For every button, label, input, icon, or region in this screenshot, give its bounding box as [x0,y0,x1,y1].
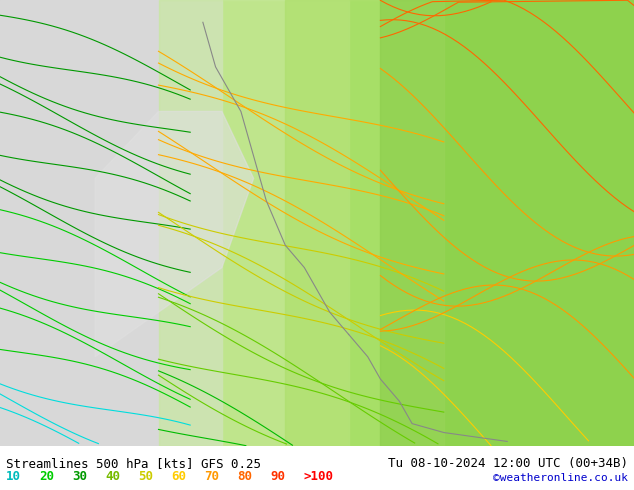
Text: >100: >100 [303,470,333,483]
Text: 20: 20 [39,470,55,483]
Bar [380,0,634,446]
Text: 50: 50 [138,470,153,483]
Bar [349,0,634,446]
Text: 30: 30 [72,470,87,483]
Bar [285,0,444,446]
Polygon shape [95,112,254,357]
Bar [178,0,634,446]
Bar [0,0,266,446]
Bar [0,0,222,446]
Bar [158,0,349,446]
Text: 60: 60 [171,470,186,483]
Text: 70: 70 [204,470,219,483]
Text: 40: 40 [105,470,120,483]
Text: ©weatheronline.co.uk: ©weatheronline.co.uk [493,473,628,483]
Text: Streamlines 500 hPa [kts] GFS 0.25: Streamlines 500 hPa [kts] GFS 0.25 [6,457,261,470]
Text: Tu 08-10-2024 12:00 UTC (00+34B): Tu 08-10-2024 12:00 UTC (00+34B) [387,457,628,470]
Text: 10: 10 [6,470,22,483]
Text: 80: 80 [237,470,252,483]
Text: 90: 90 [270,470,285,483]
